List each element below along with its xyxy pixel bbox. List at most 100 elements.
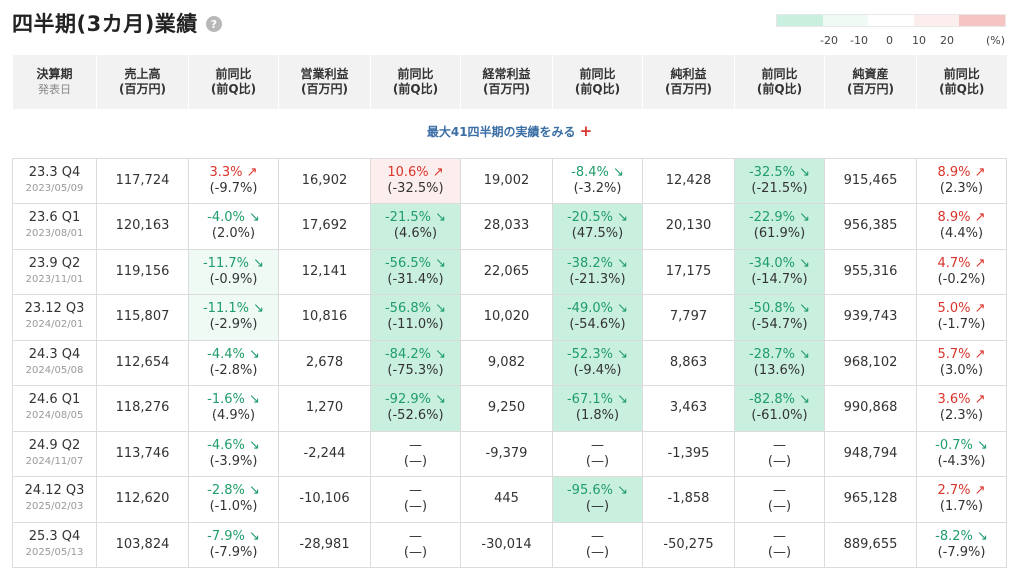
value-cell: 17,692 [278,203,371,249]
column-header: 決算期 発表日 [12,55,97,109]
change-cell: -50.8% ↘ (-54.7%) [734,294,825,340]
value-cell: 16,902 [278,157,371,204]
value-cell: 2,678 [278,339,371,386]
yoy-change: -50.8% ↘ [748,301,810,317]
value-cell: 115,807 [96,294,189,340]
column-header: 売上高 (百万円) [96,55,189,109]
change-cell: 10.6% ↗ (-32.5%) [370,157,461,204]
value-cell: 12,428 [642,157,735,204]
column-label: 決算期 [36,67,73,81]
value-cell: 103,824 [96,521,189,568]
legend-labels: -20 -10 0 10 20 (%) [776,34,1006,50]
qoq-change: (-31.4%) [387,271,444,287]
period-label: 24.6 Q1 [28,392,81,408]
value-cell: 965,128 [824,476,917,522]
period-label: 23.9 Q2 [28,255,81,271]
value-cell: -30,014 [460,521,553,568]
qoq-change: (—) [767,453,792,469]
column-label: 売上高 [124,67,161,81]
change-cell: -4.4% ↘ (-2.8%) [188,339,279,386]
legend-swatch [959,15,1005,26]
qoq-change: (-21.5%) [751,180,808,196]
plus-icon[interactable]: + [579,122,593,140]
value-cell: 9,082 [460,339,553,386]
qoq-change: (—) [767,544,792,560]
qoq-change: (-0.2%) [937,271,986,287]
table-row: 23.6 Q1 2023/08/01 120,163 -4.0% ↘ (2.0%) 17,… [12,203,1007,249]
qoq-change: (3.0%) [939,362,984,378]
yoy-change: -7.9% ↘ [207,528,260,544]
change-cell: -22.9% ↘ (61.9%) [734,203,825,249]
table-header: 決算期 発表日 売上高 (百万円) 前同比 (前Q比) 営業利益 (百万円) 前同比 (前Q比) 経… [12,55,1007,109]
change-cell: -8.2% ↘ (-7.9%) [916,521,1007,568]
value-cell: 3,463 [642,385,735,431]
change-cell: -11.7% ↘ (-0.9%) [188,248,279,295]
change-cell: -11.1% ↘ (-2.9%) [188,294,279,340]
column-header: 前同比 (前Q比) [188,55,279,109]
qoq-change: (-9.7%) [209,180,258,196]
yoy-change: -2.8% ↘ [207,483,260,499]
change-cell: -82.8% ↘ (-61.0%) [734,385,825,431]
yoy-change: — [591,528,604,544]
legend-swatch [868,15,914,26]
change-cell: -52.3% ↘ (-9.4%) [552,339,643,386]
yoy-change: -67.1% ↘ [566,392,628,408]
yoy-change: -1.6% ↘ [207,392,260,408]
change-cell: -20.5% ↘ (47.5%) [552,203,643,249]
change-cell: 5.7% ↗ (3.0%) [916,339,1007,386]
change-cell: — (—) [734,430,825,477]
yoy-change: -21.5% ↘ [384,210,446,226]
column-sublabel: (百万円) [665,82,712,96]
yoy-change: -8.2% ↘ [935,528,988,544]
column-header: 営業利益 (百万円) [278,55,371,109]
qoq-change: (-4.3%) [937,453,986,469]
qoq-change: (—) [585,453,610,469]
qoq-change: (2.3%) [939,408,984,424]
period-label: 24.9 Q2 [28,437,81,453]
period-cell: 23.12 Q3 2024/02/01 [12,294,97,340]
legend-label: 0 [886,34,893,47]
change-cell: -21.5% ↘ (4.6%) [370,203,461,249]
change-cell: — (—) [552,430,643,477]
value-cell: 12,141 [278,248,371,295]
table-row: 23.3 Q4 2023/05/09 117,724 3.3% ↗ (-9.7%) 16,… [12,157,1007,204]
column-sublabel: 発表日 [38,83,71,96]
change-cell: — (—) [552,521,643,568]
change-cell: -56.5% ↘ (-31.4%) [370,248,461,295]
yoy-change: -20.5% ↘ [566,210,628,226]
value-cell: 117,724 [96,157,189,204]
legend-swatch [777,15,823,26]
table-row: 25.3 Q4 2025/05/13 103,824 -7.9% ↘ (-7.9%) -2… [12,521,1007,568]
period-label: 24.3 Q4 [28,346,81,362]
qoq-change: (-3.9%) [209,453,258,469]
period-label: 24.12 Q3 [24,483,85,499]
period-label: 23.3 Q4 [28,164,81,180]
legend-label: -10 [850,34,868,47]
qoq-change: (—) [403,544,428,560]
legend-label: (%) [986,34,1006,47]
column-header: 前同比 (前Q比) [552,55,643,109]
question-icon[interactable]: ? [205,16,222,32]
qoq-change: (1.8%) [575,408,620,424]
value-cell: 1,270 [278,385,371,431]
yoy-change: 3.3% ↗ [209,164,258,180]
qoq-change: (-9.4%) [573,362,622,378]
show-more-link[interactable]: 最大41四半期の実績をみる [426,125,576,139]
period-cell: 24.12 Q3 2025/02/03 [12,476,97,522]
yoy-change: -95.6% ↘ [566,483,628,499]
quarterly-results-table: 決算期 発表日 売上高 (百万円) 前同比 (前Q比) 営業利益 (百万円) 前同比 (前Q比) 経… [12,55,1007,568]
yoy-change: -11.7% ↘ [202,255,264,271]
value-cell: -10,106 [278,476,371,522]
value-cell: -1,395 [642,430,735,477]
qoq-change: (4.9%) [211,408,256,424]
yoy-change: -52.3% ↘ [566,346,628,362]
change-cell: -4.0% ↘ (2.0%) [188,203,279,249]
legend-label: 20 [940,34,954,47]
yoy-change: 5.7% ↗ [937,346,986,362]
qoq-change: (-52.6%) [387,408,444,424]
column-sublabel: (百万円) [483,82,530,96]
yoy-change: -4.0% ↘ [207,210,260,226]
change-cell: -28.7% ↘ (13.6%) [734,339,825,386]
qoq-change: (—) [585,499,610,515]
qoq-change: (-2.8%) [209,362,258,378]
